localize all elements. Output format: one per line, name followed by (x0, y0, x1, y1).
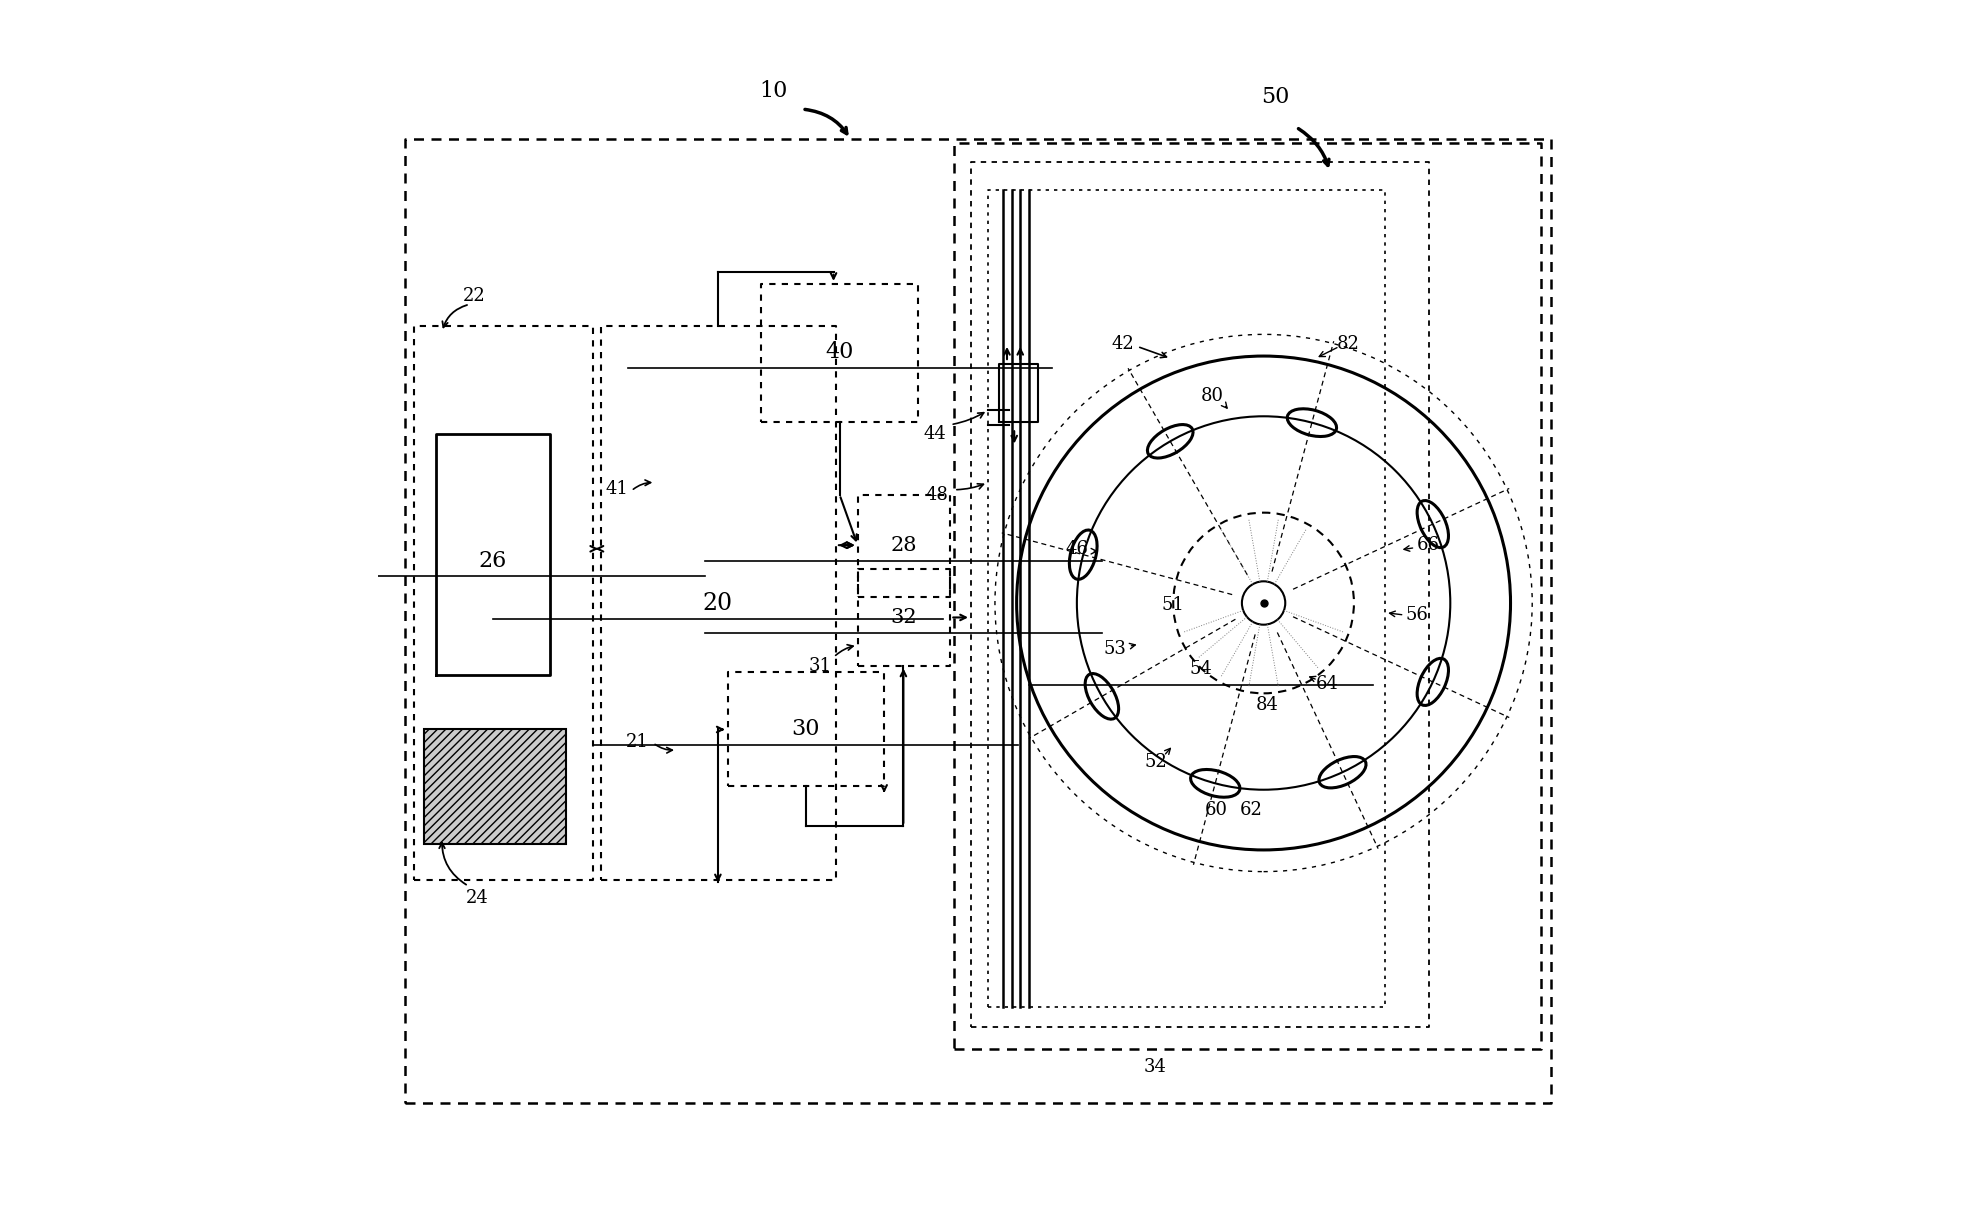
Text: 60: 60 (1206, 801, 1228, 819)
Text: 41: 41 (606, 480, 628, 498)
Text: 40: 40 (826, 341, 853, 363)
Text: 30: 30 (792, 719, 820, 740)
Text: 66: 66 (1418, 537, 1439, 555)
Text: 56: 56 (1406, 607, 1428, 624)
Text: 21: 21 (626, 732, 649, 750)
Text: 22: 22 (463, 287, 486, 305)
Text: 44: 44 (924, 426, 945, 444)
Text: 50: 50 (1261, 86, 1290, 109)
Text: 80: 80 (1200, 387, 1224, 405)
Text: 24: 24 (465, 889, 488, 907)
Text: 10: 10 (759, 80, 788, 103)
Text: 82: 82 (1337, 335, 1359, 353)
Text: 42: 42 (1112, 335, 1133, 353)
Text: 31: 31 (808, 656, 831, 674)
Text: 32: 32 (890, 608, 916, 627)
Text: 26: 26 (478, 550, 506, 572)
Text: 51: 51 (1161, 597, 1184, 614)
Text: 54: 54 (1190, 660, 1212, 678)
Text: 28: 28 (890, 535, 916, 555)
Text: 64: 64 (1316, 674, 1339, 692)
Text: 84: 84 (1255, 696, 1279, 714)
Text: 52: 52 (1145, 753, 1167, 771)
Text: 46: 46 (1065, 540, 1088, 558)
Text: 53: 53 (1104, 639, 1128, 657)
Text: 20: 20 (702, 591, 733, 615)
FancyBboxPatch shape (424, 730, 567, 844)
Text: 48: 48 (926, 486, 949, 504)
Text: 62: 62 (1239, 801, 1263, 819)
Text: 34: 34 (1143, 1058, 1167, 1076)
